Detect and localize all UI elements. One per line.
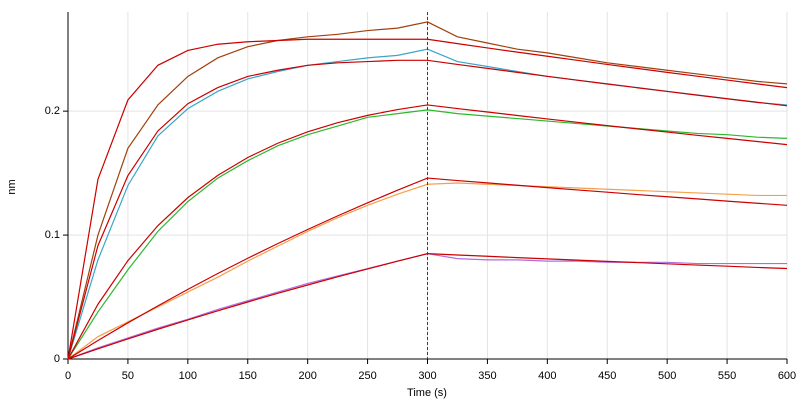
x-tick-label: 450 <box>598 370 616 382</box>
y-tick-label: 0 <box>54 353 60 365</box>
x-tick-label: 600 <box>778 370 796 382</box>
x-tick-label: 150 <box>239 370 257 382</box>
series-line <box>67 21 788 360</box>
x-axis-label: Time (s) <box>407 387 447 399</box>
x-tick-label: 250 <box>358 370 376 382</box>
y-tick-label: 0.1 <box>45 229 60 241</box>
x-tick-label: 0 <box>65 370 71 382</box>
x-tick-label: 100 <box>179 370 197 382</box>
x-tick-label: 500 <box>658 370 676 382</box>
x-tick-label: 200 <box>298 370 316 382</box>
y-axis-label: nm <box>6 179 18 194</box>
x-tick-label: 400 <box>538 370 556 382</box>
x-tick-label: 550 <box>718 370 736 382</box>
x-tick-label: 50 <box>122 370 134 382</box>
x-tick-label: 300 <box>418 370 436 382</box>
series-line <box>67 59 788 360</box>
x-tick-label: 350 <box>478 370 496 382</box>
y-tick-label: 0.2 <box>45 105 60 117</box>
